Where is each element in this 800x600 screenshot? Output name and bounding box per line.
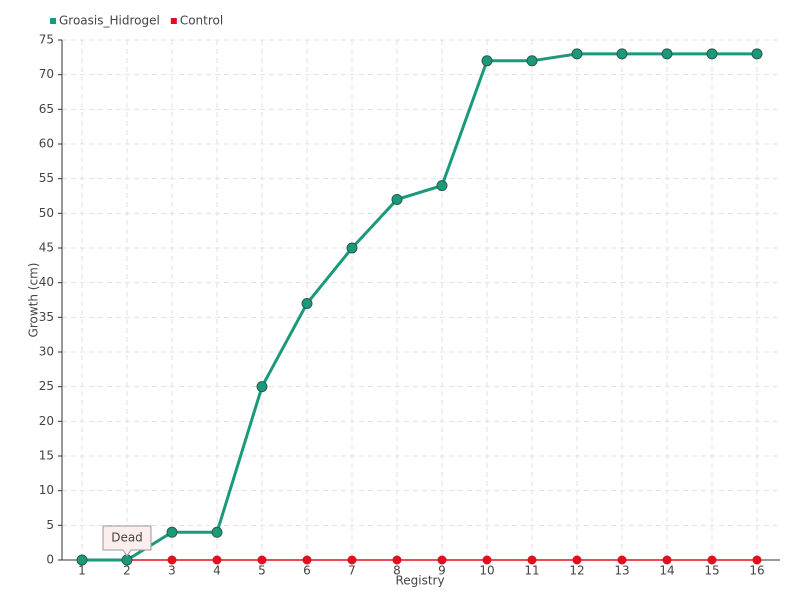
point (571, 48, 583, 60)
point (257, 555, 267, 565)
y-tick-label: 30 (39, 345, 54, 359)
x-axis-label: Registry (395, 574, 444, 588)
x-tick-label: 14 (659, 564, 674, 578)
point (347, 555, 357, 565)
x-tick-label: 7 (348, 564, 356, 578)
point (167, 555, 177, 565)
point (166, 526, 178, 538)
point (616, 48, 628, 60)
y-tick-label: 45 (39, 241, 54, 255)
x-tick-label: 6 (303, 564, 311, 578)
series-line (82, 52, 757, 562)
point (211, 526, 223, 538)
point (752, 555, 762, 565)
x-tick-label: 3 (168, 564, 176, 578)
point (526, 55, 538, 67)
point (481, 55, 493, 67)
point (662, 555, 672, 565)
x-tick-label: 9 (438, 564, 446, 578)
y-tick-label: 70 (39, 67, 54, 81)
point (256, 381, 268, 393)
point (391, 193, 403, 205)
x-tick-label: 5 (258, 564, 266, 578)
y-tick-label: 50 (39, 206, 54, 220)
y-tick-label: 5 (46, 518, 54, 532)
point (76, 554, 88, 566)
x-tick-label: 2 (123, 564, 131, 578)
y-tick-label: 10 (39, 483, 54, 497)
y-tick-label: 0 (46, 553, 54, 567)
x-tick-label: 1 (78, 564, 86, 578)
x-tick-label: 16 (749, 564, 764, 578)
point (437, 555, 447, 565)
point (392, 555, 402, 565)
point (751, 48, 763, 60)
point (436, 180, 448, 192)
point (482, 555, 492, 565)
x-tick-label: 8 (393, 564, 401, 578)
y-tick-label: 35 (39, 310, 54, 324)
point (617, 555, 627, 565)
point (212, 555, 222, 565)
annotation-label: Dead (111, 531, 143, 545)
legend-label: Control (180, 14, 223, 28)
y-tick-label: 25 (39, 379, 54, 393)
legend-swatch (170, 18, 177, 24)
point (346, 242, 358, 254)
annotation-box (102, 525, 152, 557)
point (572, 555, 582, 565)
point (706, 48, 718, 60)
point (301, 297, 313, 309)
legend-label: Groasis_Hidrogel (59, 14, 160, 28)
y-tick-label: 65 (39, 102, 54, 116)
y-tick-label: 15 (39, 449, 54, 463)
point (527, 555, 537, 565)
point (707, 555, 717, 565)
x-tick-label: 10 (479, 564, 494, 578)
y-tick-label: 20 (39, 414, 54, 428)
y-axis-label: Growth (cm) (27, 263, 41, 338)
y-tick-label: 55 (39, 171, 54, 185)
point (302, 555, 312, 565)
x-tick-label: 13 (614, 564, 629, 578)
y-tick-label: 60 (39, 137, 54, 151)
x-tick-label: 15 (704, 564, 719, 578)
y-tick-label: 75 (39, 33, 54, 47)
x-tick-label: 11 (524, 564, 539, 578)
x-tick-label: 12 (569, 564, 584, 578)
y-tick-label: 40 (39, 275, 54, 289)
point (661, 48, 673, 60)
legend-swatch (50, 18, 56, 24)
x-tick-label: 4 (213, 564, 221, 578)
